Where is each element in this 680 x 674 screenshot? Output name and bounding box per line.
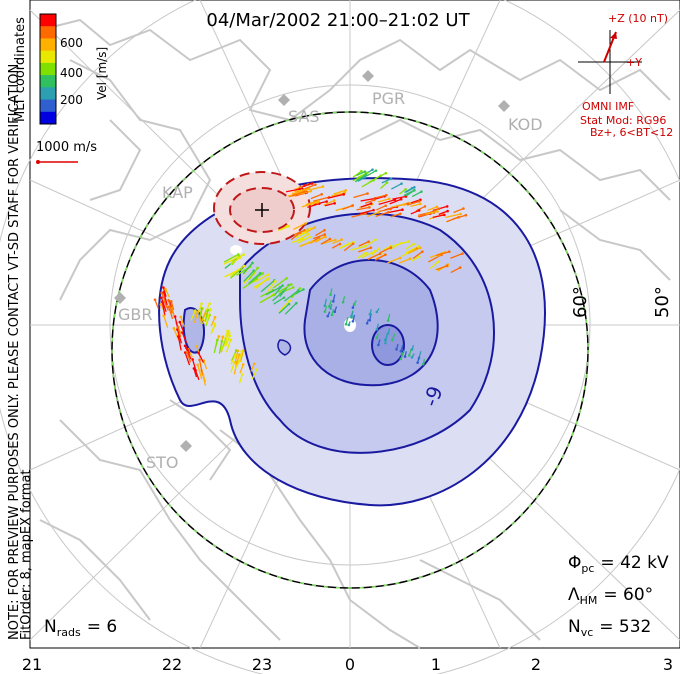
mlt-tick-1: 1 [431, 655, 441, 674]
radar-sites: SAS PGR KOD KAP GBR STO [114, 70, 543, 472]
radar-label-sas: SAS [288, 107, 320, 126]
colorbar-tick-200: 200 [60, 93, 83, 107]
radar-label-kap: KAP [162, 183, 193, 202]
colorbar-tick-400: 400 [60, 66, 83, 80]
svg-text:Φpc= 42 kV: Φpc = 42 kV [568, 553, 669, 575]
mlt-tick-23: 23 [252, 655, 272, 674]
imf-model: Stat Mod: RG96 [580, 114, 666, 127]
mlt-tick-0: 0 [345, 655, 355, 674]
imf-y-label: +Y [626, 56, 642, 69]
radar-label-sto: STO [146, 453, 179, 472]
imf-source: OMNI IMF [582, 100, 634, 113]
velocity-colorbar [39, 13, 57, 125]
mlt-coordinates-label: MLT coordinates [13, 17, 28, 122]
scale-vector-label: 1000 m/s [36, 140, 97, 155]
radar-label-gbr: GBR [118, 305, 153, 324]
svg-text:Nvc= 532: Nvc = 532 [568, 617, 651, 639]
mlt-tick-2: 2 [531, 655, 541, 674]
lat-label-50: 50° [652, 286, 673, 318]
mlt-tick-21: 21 [22, 655, 42, 674]
negative-cell-3 [303, 259, 439, 387]
mlt-tick-22: 22 [162, 655, 182, 674]
mlt-tick-3: 3 [663, 655, 673, 674]
radar-label-pgr: PGR [372, 89, 405, 108]
preview-note: NOTE: FOR PREVIEW PURPOSES ONLY. PLEASE … [7, 60, 22, 640]
imf-dial: +Z (10 nT) +Y OMNI IMF Stat Mod: RG96 Bz… [578, 12, 673, 139]
svg-text:ΛHM= 60°: ΛHM = 60° [568, 585, 653, 607]
negative-small [277, 339, 292, 356]
colorbar-tick-600: 600 [60, 36, 83, 50]
negative-cell-4 [371, 324, 405, 366]
page-title: 04/Mar/2002 21:00–21:02 UT [206, 10, 470, 31]
lat-label-60: 60° [570, 286, 591, 318]
colorbar-label: Vel [m/s] [95, 47, 109, 100]
fit-note: FitOrder: 8, mapEX format [19, 469, 34, 640]
svg-text:Nrads= 6: Nrads = 6 [44, 617, 117, 639]
plot-frame [29, 0, 680, 649]
radar-label-kod: KOD [508, 115, 543, 134]
imf-condition: Bz+, 6<BT<12 [590, 126, 673, 139]
mlt-axis: 21 22 23 0 1 2 3 [22, 655, 673, 674]
velocity-vectors [153, 168, 468, 386]
imf-z-label: +Z (10 nT) [608, 12, 668, 25]
stats-panel: Φpc = 42 kV ΛHM = 60° Nvc = 532 Nrads = 6 [44, 553, 669, 639]
potential-contours: -9 [158, 171, 546, 507]
